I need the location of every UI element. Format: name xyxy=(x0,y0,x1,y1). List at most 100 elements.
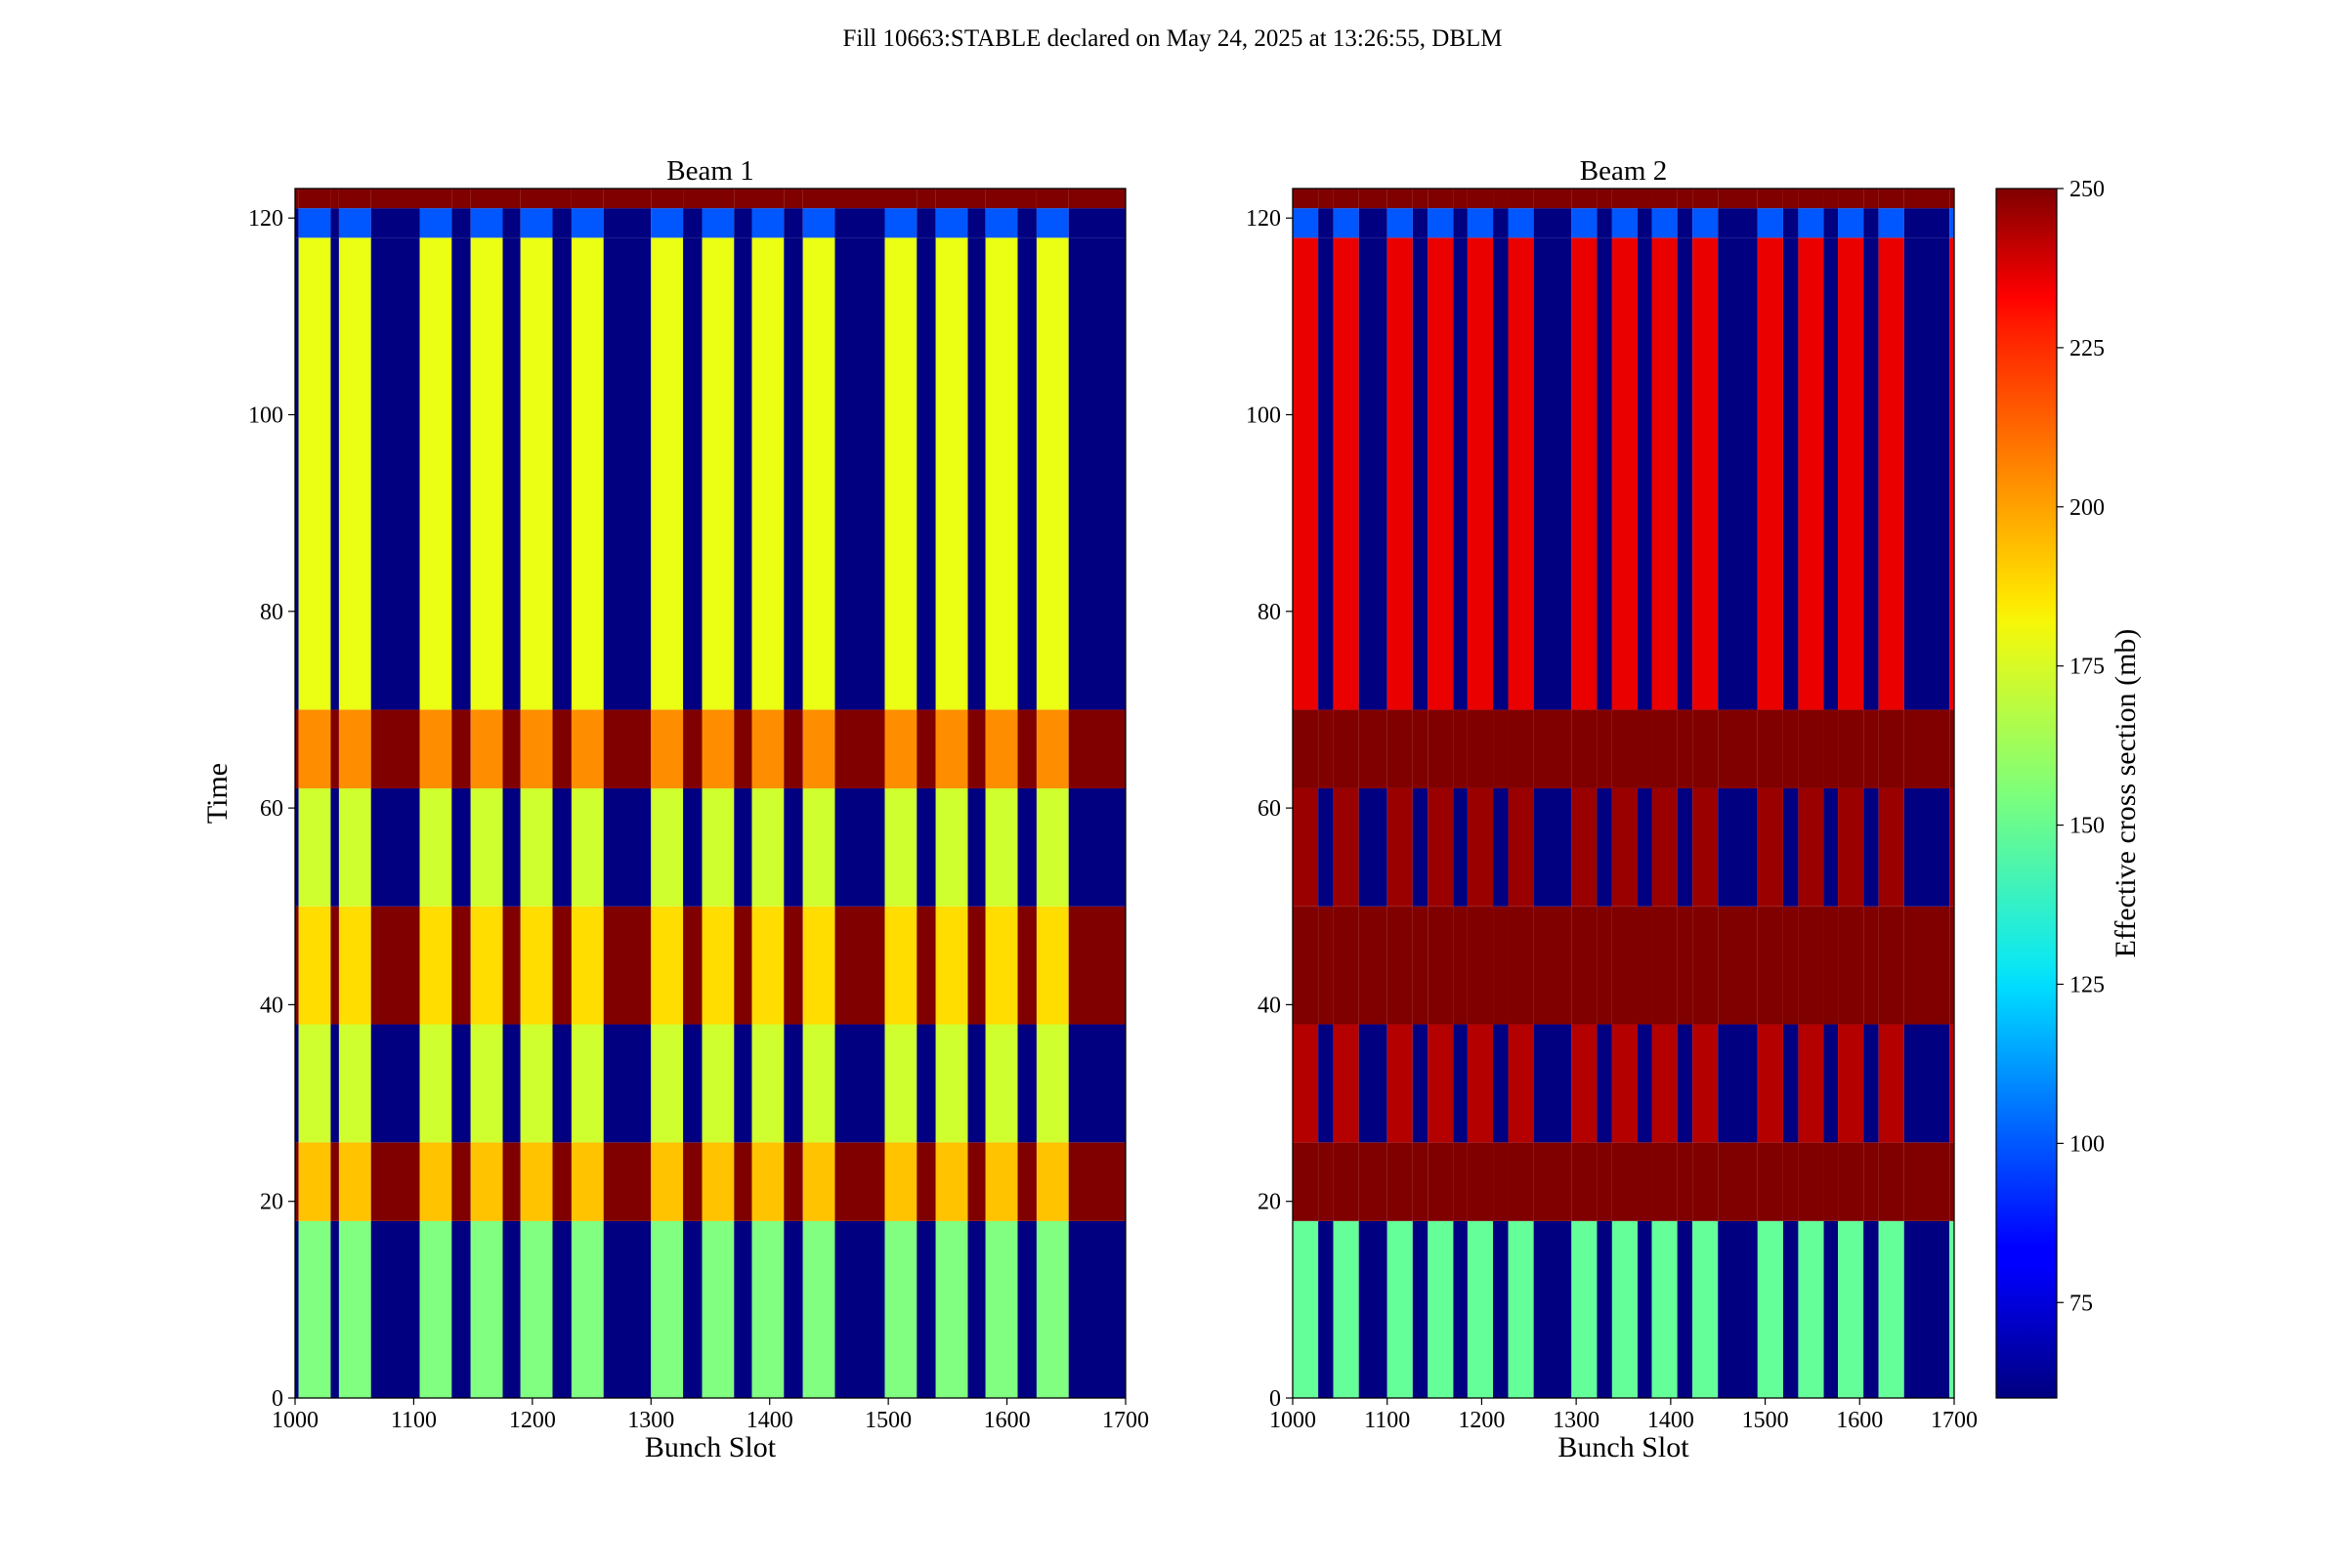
heatmap-cell xyxy=(470,1142,503,1221)
heatmap-cell xyxy=(917,709,936,788)
heatmap-cell xyxy=(470,1024,503,1143)
heatmap-cell xyxy=(1677,189,1693,209)
heatmap-cell xyxy=(1036,906,1069,1025)
heatmap-cell xyxy=(651,709,684,788)
heatmap-cell xyxy=(985,208,1018,238)
heatmap-cell xyxy=(917,906,936,1025)
heatmap-cell xyxy=(1493,1220,1509,1398)
heatmap-cell xyxy=(1493,237,1509,710)
heatmap-cell xyxy=(1597,189,1612,209)
x-tick-label: 1500 xyxy=(1742,1408,1789,1433)
heatmap-cell xyxy=(1823,237,1839,710)
heatmap-cell xyxy=(1412,1024,1428,1143)
heatmap-cell xyxy=(1318,237,1334,710)
heatmap-cell xyxy=(1318,787,1334,907)
heatmap-cell xyxy=(1358,208,1387,238)
heatmap-cell xyxy=(1651,787,1678,907)
heatmap-cell xyxy=(1798,189,1824,209)
heatmap-cell xyxy=(298,787,331,907)
heatmap-cell xyxy=(603,906,652,1025)
heatmap-cell xyxy=(1692,1142,1719,1221)
heatmap-cell xyxy=(1386,189,1413,209)
heatmap-cell xyxy=(1533,189,1572,209)
heatmap-cell xyxy=(1863,237,1879,710)
heatmap-cell xyxy=(1571,208,1598,238)
heatmap-cell xyxy=(917,189,936,209)
heatmap-cell xyxy=(552,1142,572,1221)
heatmap-cell xyxy=(1068,1220,1126,1398)
heatmap-cell xyxy=(1903,237,1950,710)
heatmap-cell xyxy=(1903,906,1950,1025)
heatmap-cell xyxy=(520,1220,553,1398)
heatmap-cell xyxy=(967,189,986,209)
heatmap-cell xyxy=(1508,1142,1534,1221)
heatmap-cell xyxy=(1386,1024,1413,1143)
heatmap-cell xyxy=(1651,189,1678,209)
heatmap-cell xyxy=(1692,906,1719,1025)
x-tick-label: 1400 xyxy=(746,1408,793,1433)
heatmap-cell xyxy=(1017,1220,1037,1398)
colorbar-label: Effective cross section (mb) xyxy=(2110,629,2142,958)
heatmap-cell xyxy=(734,208,752,238)
heatmap-cell xyxy=(1068,709,1126,788)
colorbar-gradient xyxy=(1995,188,2058,1399)
heatmap-cell xyxy=(295,1142,299,1221)
heatmap-cell xyxy=(751,189,785,209)
heatmap-cell xyxy=(1508,208,1534,238)
heatmap-cell xyxy=(338,1142,371,1221)
heatmap-cell xyxy=(683,1024,703,1143)
heatmap-cell xyxy=(520,237,553,710)
heatmap-cell xyxy=(470,1220,503,1398)
heatmap-cell xyxy=(1611,237,1638,710)
heatmap-cell xyxy=(1597,1220,1612,1398)
heatmap-cell xyxy=(1677,906,1693,1025)
heatmap-cell xyxy=(1838,237,1864,710)
heatmap-cell xyxy=(1358,189,1387,209)
heatmap-cell xyxy=(1638,1142,1652,1221)
heatmap-cell xyxy=(1651,1024,1678,1143)
heatmap-cell xyxy=(419,709,452,788)
heatmap-cell xyxy=(802,1024,835,1143)
heatmap-cell xyxy=(330,1220,339,1398)
heatmap-cell xyxy=(1318,1024,1334,1143)
heatmap-cell xyxy=(985,709,1018,788)
heatmap-cell xyxy=(1358,1220,1387,1398)
heatmap-cell xyxy=(784,237,803,710)
heatmap-cell xyxy=(419,189,452,209)
x-tick-label: 1000 xyxy=(272,1408,319,1433)
heatmap-cell xyxy=(1293,1220,1319,1398)
heatmap-cell xyxy=(502,787,521,907)
heatmap-cell xyxy=(683,1142,703,1221)
heatmap-cell xyxy=(370,1024,420,1143)
heatmap-cell xyxy=(1318,1142,1334,1221)
heatmap-cell xyxy=(1571,189,1598,209)
heatmap-cell xyxy=(338,906,371,1025)
heatmap-cell xyxy=(571,1024,604,1143)
heatmap-cell xyxy=(985,906,1018,1025)
heatmap-cell xyxy=(751,1142,785,1221)
heatmap-cell xyxy=(734,906,752,1025)
heatmap-cell xyxy=(1036,787,1069,907)
heatmap-cell xyxy=(552,1220,572,1398)
heatmap-cell xyxy=(734,787,752,907)
heatmap-cell xyxy=(802,787,835,907)
x-tick-label: 1200 xyxy=(509,1408,556,1433)
heatmap-cell xyxy=(1798,208,1824,238)
heatmap-cell xyxy=(802,906,835,1025)
heatmap-cell xyxy=(802,189,835,209)
heatmap-cell xyxy=(802,208,835,238)
heatmap-cell xyxy=(1386,208,1413,238)
heatmap-cell xyxy=(419,1220,452,1398)
heatmap-cell xyxy=(985,1142,1018,1221)
heatmap-cell xyxy=(1293,208,1319,238)
heatmap-cell xyxy=(370,208,420,238)
heatmap-cell xyxy=(1798,1220,1824,1398)
heatmap-cell xyxy=(1068,189,1126,209)
heatmap-cell xyxy=(834,208,885,238)
heatmap-cell xyxy=(1782,906,1799,1025)
heatmap-cell xyxy=(1798,787,1824,907)
heatmap-cell xyxy=(1467,1024,1494,1143)
heatmap-cell xyxy=(1878,1024,1904,1143)
heatmap-cell xyxy=(802,237,835,710)
